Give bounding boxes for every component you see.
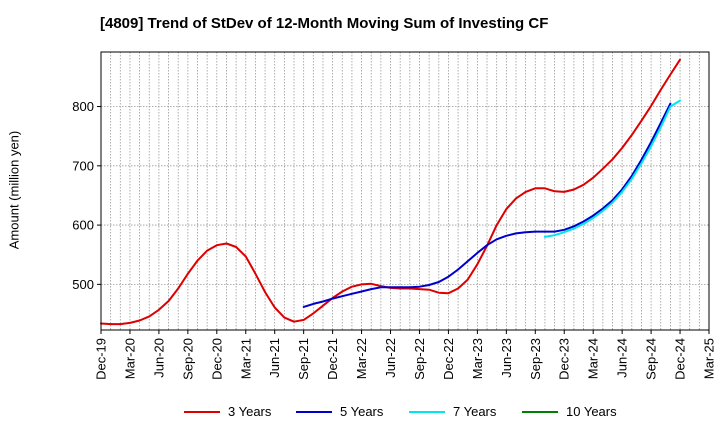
grid [101,52,709,330]
series-line-5-years [302,102,672,308]
y-tick-label: 600 [72,218,94,233]
x-tick-label: Sep-22 [412,338,427,380]
x-tick-label: Dec-22 [441,338,456,380]
legend-label-5-years: 5 Years [340,404,384,419]
y-tick-label: 500 [72,277,94,292]
legend-item-3-years: 3 Years [184,404,271,419]
x-tick-label: Jun-21 [267,338,282,378]
x-tick-label: Dec-20 [209,338,224,380]
legend-label-3-years: 3 Years [228,404,272,419]
x-tick-label: Jun-22 [383,338,398,378]
legend-swatch-10-years [522,410,558,413]
x-tick-label: Jun-23 [499,338,514,378]
x-tick-label: Sep-21 [296,338,311,380]
x-tick-label: Mar-20 [122,338,137,379]
x-tick-label: Mar-22 [354,338,369,379]
series-lines [100,58,681,326]
chart-title: [4809] Trend of StDev of 12-Month Moving… [100,15,549,32]
x-tick-label: Mar-25 [702,338,717,379]
y-tick-label: 800 [72,99,94,114]
legend-item-5-years: 5 Years [296,404,383,419]
legend-item-10-years: 10 Years [522,404,617,419]
x-tick-label: Dec-21 [325,338,340,380]
x-tick-label: Dec-23 [557,338,572,380]
y-tick-label: 700 [72,158,94,173]
x-tick-label: Mar-23 [470,338,485,379]
series-line-7-years [543,99,681,238]
x-tick-label: Sep-20 [180,338,195,380]
x-tick-label: Sep-24 [644,338,659,380]
x-tick-label: Mar-24 [586,338,601,379]
x-tick-label: Jun-24 [615,338,630,378]
line-chart: 500 600 700 800 Dec-19 Mar-20 Jun-20 Sep-20 Dec-… [72,51,717,380]
legend-item-7-years: 7 Years [409,404,496,419]
plot-frame [100,51,710,331]
x-tick-label: Dec-24 [673,338,688,380]
axes: 500 600 700 800 Dec-19 Mar-20 Jun-20 Sep-20 Dec-… [72,99,716,380]
legend-label-10-years: 10 Years [566,404,617,419]
legend-swatch-5-years [296,410,332,413]
x-tick-label: Jun-20 [151,338,166,378]
legend: 3 Years 5 Years 7 Years 10 Years [0,404,720,426]
legend-label-7-years: 7 Years [453,404,497,419]
legend-swatch-7-years [409,410,445,413]
legend-swatch-3-years [184,410,220,413]
x-tick-label: Dec-19 [94,338,109,380]
x-tick-label: Mar-21 [238,338,253,379]
x-tick-label: Sep-23 [528,338,543,380]
